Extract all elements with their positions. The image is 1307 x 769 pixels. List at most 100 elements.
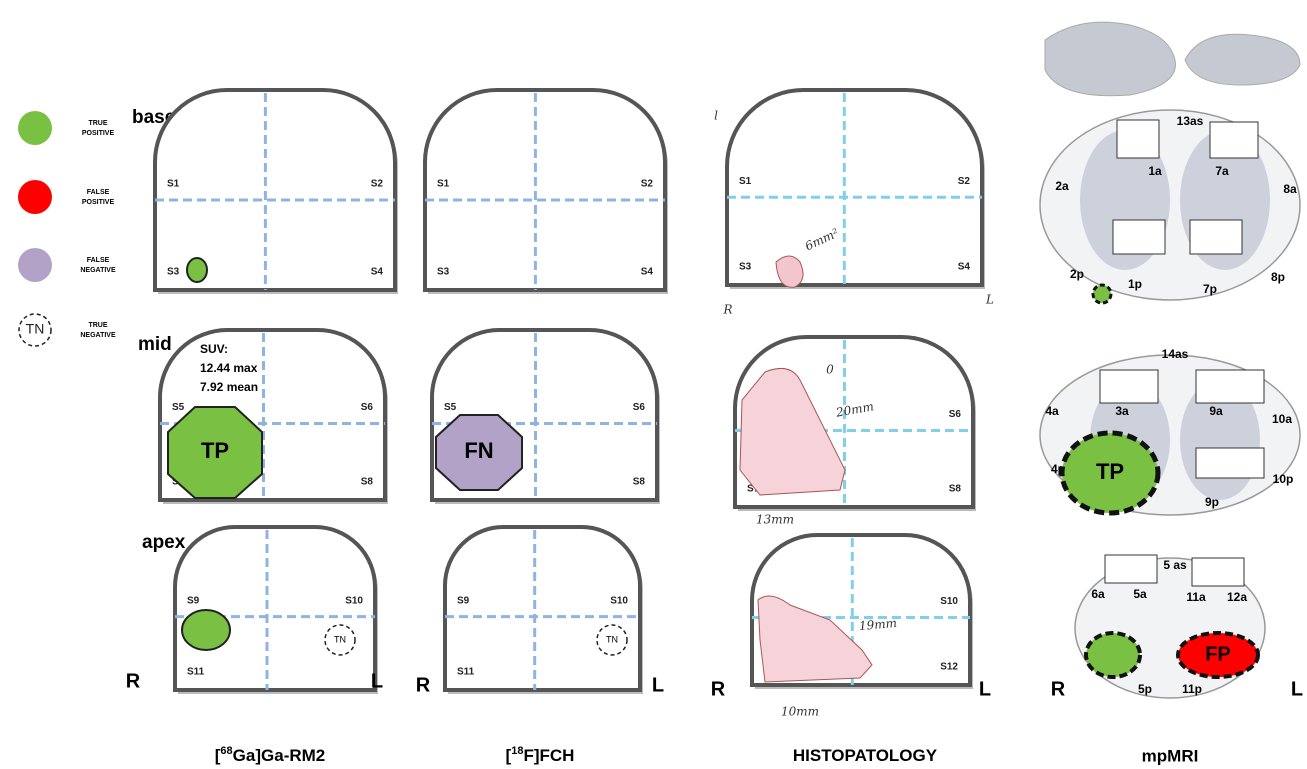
side-label: L <box>371 670 383 692</box>
segment-label: S8 <box>949 484 962 495</box>
zone-label: 2p <box>1070 267 1084 281</box>
zone-label: 6a <box>1091 587 1105 601</box>
lesion-label: FP <box>1205 643 1231 665</box>
side-label: R <box>711 678 726 700</box>
zone-label: 5p <box>1138 682 1152 696</box>
segment-label: S6 <box>361 402 374 413</box>
zone-label: 9p <box>1205 495 1219 509</box>
segment-label: S3 <box>437 267 450 278</box>
suv-text: 12.44 max <box>200 361 258 375</box>
zone-label: 4a <box>1045 404 1059 418</box>
figure: TRUEPOSITIVEFALSEPOSITIVEFALSENEGATIVETN… <box>0 0 1307 769</box>
segment-label: S10 <box>610 595 628 606</box>
label-box <box>1192 558 1244 586</box>
label-box <box>1210 122 1258 158</box>
legend-swatch <box>18 248 52 282</box>
segment-label: S1 <box>437 179 450 190</box>
segment-label: S1 <box>739 176 752 187</box>
label-box <box>1100 370 1158 403</box>
zone-label: 3a <box>1115 404 1129 418</box>
title-part: 18 <box>511 745 523 757</box>
panel <box>175 527 375 690</box>
handwritten-note: R <box>722 303 732 317</box>
lesion-label: FN <box>464 438 493 463</box>
handwritten-note: 13mm <box>756 513 794 527</box>
segment-label: S3 <box>167 267 180 278</box>
zone-label: 14as <box>1162 347 1189 361</box>
lesion <box>1086 633 1140 677</box>
handwritten-note: 0 <box>826 363 834 377</box>
tn-label: TN <box>334 634 346 644</box>
zone-label: 8p <box>1271 270 1285 284</box>
suv-text: 7.92 mean <box>200 380 258 394</box>
segment-label: S12 <box>940 662 958 673</box>
segment-label: S5 <box>172 402 185 413</box>
legend-swatch <box>18 111 52 145</box>
label-box <box>1117 120 1159 158</box>
segment-label: S11 <box>457 667 475 678</box>
segment-label: S8 <box>361 477 374 488</box>
side-label: L <box>652 674 664 696</box>
page: TRUEPOSITIVEFALSEPOSITIVEFALSENEGATIVETN… <box>0 0 1307 769</box>
side-label: R <box>416 674 431 696</box>
title-part: Ga]Ga-RM2 <box>233 746 326 765</box>
side-label: R <box>126 670 141 692</box>
segment-label: S5 <box>444 402 457 413</box>
label-box <box>1113 220 1165 254</box>
column-title: [18F]FCH <box>506 745 575 766</box>
segment-label: S6 <box>633 402 646 413</box>
segment-label: S9 <box>187 595 200 606</box>
segment-label: S9 <box>457 595 470 606</box>
legend-label: NEGATIVE <box>80 267 116 274</box>
row-label: mid <box>138 334 172 355</box>
side-label: L <box>979 678 991 700</box>
legend-label: TRUE <box>88 120 107 127</box>
legend-label: FALSE <box>87 189 110 196</box>
gland-top <box>1045 22 1300 96</box>
label-box <box>1196 448 1264 478</box>
zone-label: 12a <box>1227 590 1247 604</box>
lesion <box>187 258 207 282</box>
zone-label: 13as <box>1177 114 1204 128</box>
zone-label: 5a <box>1133 587 1147 601</box>
zone-label: 7a <box>1215 164 1229 178</box>
handwritten-note: L <box>985 293 994 307</box>
zone-label: 1p <box>1128 277 1142 291</box>
legend-label: TRUE <box>88 322 107 329</box>
panel <box>425 90 665 290</box>
legend-symbol: TN <box>26 321 45 337</box>
segment-label: S1 <box>167 179 180 190</box>
tn-label: TN <box>606 634 618 644</box>
segment-label: S4 <box>371 267 384 278</box>
segment-label: S10 <box>940 596 958 607</box>
zone-label: 9a <box>1209 404 1223 418</box>
panel <box>727 90 982 285</box>
side-label: L <box>1291 678 1303 700</box>
segment-label: S3 <box>739 262 752 273</box>
title-part: F]FCH <box>523 746 574 765</box>
title-part: 68 <box>220 745 232 757</box>
segment-label: S2 <box>641 179 654 190</box>
zone-label: 10p <box>1273 472 1294 486</box>
legend-label: POSITIVE <box>82 130 115 137</box>
lesion-label: TP <box>1096 459 1124 484</box>
zone-label: 2a <box>1055 179 1069 193</box>
handwritten-note: l <box>714 109 718 123</box>
label-box <box>1196 370 1264 403</box>
lesion <box>182 610 230 650</box>
lesion <box>1093 285 1111 303</box>
suv-text: SUV: <box>200 342 228 356</box>
row-label: apex <box>142 532 186 553</box>
title-part: HISTOPATOLOGY <box>793 746 938 765</box>
zone-label: 11a <box>1186 590 1206 604</box>
column-title: mpMRI <box>1142 746 1199 765</box>
label-box <box>1105 555 1157 583</box>
legend-label: NEGATIVE <box>80 332 116 339</box>
segment-label: S8 <box>633 477 646 488</box>
zone-label: 8a <box>1283 182 1297 196</box>
column-title: HISTOPATOLOGY <box>793 746 938 765</box>
zone-label: 1a <box>1148 164 1162 178</box>
segment-label: S6 <box>949 409 962 420</box>
segment-label: S11 <box>187 667 205 678</box>
zone-label: 11p <box>1182 682 1202 696</box>
